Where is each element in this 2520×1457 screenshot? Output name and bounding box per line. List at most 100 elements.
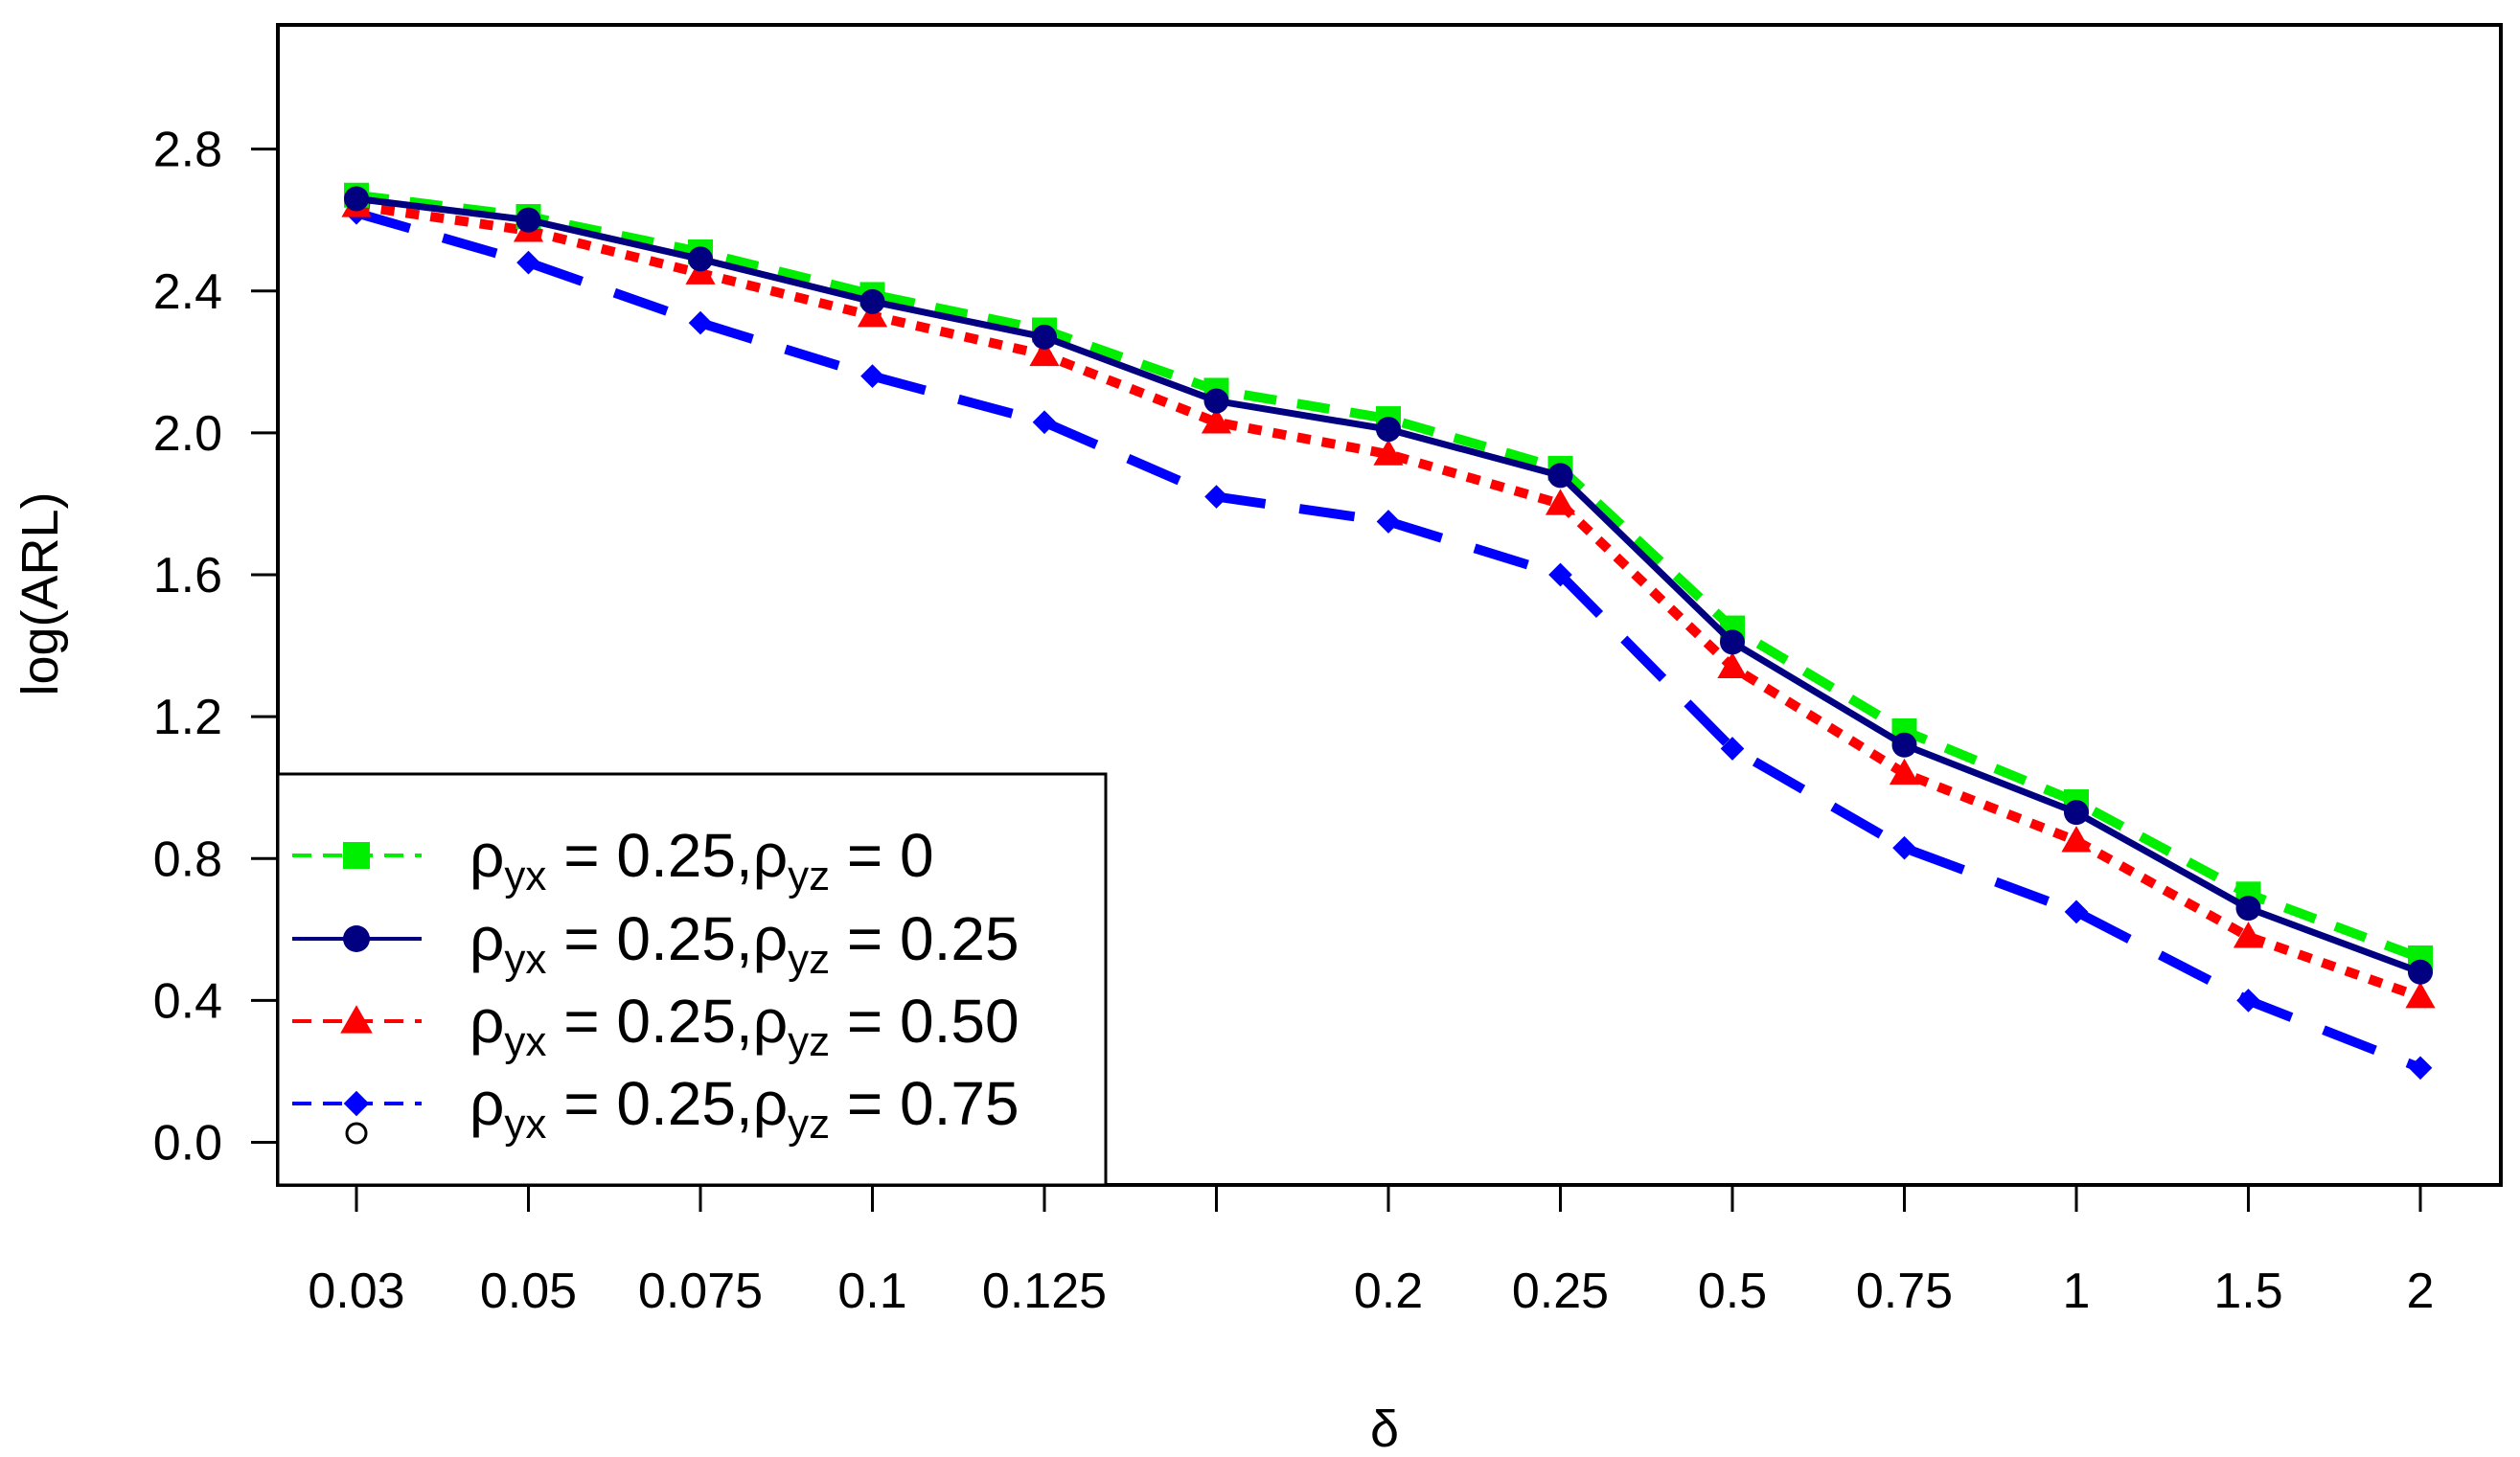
x-tick-label: 0.05 — [480, 1263, 577, 1319]
data-point — [1548, 562, 1572, 587]
x-tick-label: 0.75 — [1856, 1263, 1953, 1319]
legend-item: ρyx = 0.25,ρyz = 0.75 — [292, 1069, 1019, 1148]
legend-marker — [343, 1090, 370, 1117]
data-point — [2064, 899, 2089, 924]
legend-label-part: = 0.25, — [546, 821, 752, 890]
data-point — [860, 364, 884, 388]
data-point — [1891, 732, 1917, 758]
data-point — [1204, 485, 1228, 509]
legend-box — [276, 772, 1108, 1187]
x-tick-label: 0.2 — [1354, 1263, 1423, 1319]
legend-marker — [343, 842, 370, 869]
x-tick-label: 1 — [2063, 1263, 2091, 1319]
series-diamond — [344, 200, 2433, 1081]
data-point — [688, 246, 713, 272]
legend-label-part: = 0.25, — [546, 987, 752, 1056]
legend-label-part: yz — [788, 936, 830, 983]
legend-label: ρyx = 0.25,ρyz = 0.75 — [470, 1069, 1019, 1148]
series-layer — [341, 182, 2436, 1081]
legend-label-part: = 0.25, — [546, 904, 752, 973]
legend-label: ρyx = 0.25,ρyz = 0 — [470, 821, 934, 899]
legend-label-part: ρ — [470, 904, 504, 973]
data-point — [859, 288, 885, 314]
legend-label-part: = 0.25, — [546, 1069, 752, 1138]
legend-label-part: ρ — [470, 821, 504, 890]
y-tick-label: 0.0 — [153, 1116, 222, 1172]
legend-label-part: = 0.50 — [830, 987, 1019, 1056]
legend-open-circle-marker — [345, 1122, 368, 1145]
legend-label-part: yx — [504, 853, 546, 899]
x-axis: 0.03 0.05 0.075 0.1 0.125 0.2 0.25 0.5 0.75 1 1.5 2 — [308, 1183, 2435, 1319]
data-point — [688, 310, 713, 335]
legend-item: ρyx = 0.25,ρyz = 0.25 — [292, 904, 1019, 983]
series-circle — [344, 186, 2433, 985]
data-point — [1720, 737, 1745, 761]
y-tick-label: 0.4 — [153, 973, 222, 1029]
y-tick-label: 1.6 — [153, 548, 222, 603]
legend-label-part: ρ — [470, 987, 504, 1056]
data-point — [1892, 835, 1916, 860]
data-point — [2405, 982, 2436, 1009]
data-point — [1545, 489, 1576, 515]
legend-label-part: ρ — [753, 821, 788, 890]
data-point — [2064, 800, 2089, 826]
x-tick-label: 0.125 — [982, 1263, 1107, 1319]
data-point — [344, 186, 369, 212]
data-point — [1889, 758, 1920, 785]
legend-label-part: ρ — [753, 904, 788, 973]
series-triangle — [341, 191, 2436, 1009]
legend-label-part: ρ — [470, 1069, 504, 1138]
x-tick-label: 1.5 — [2213, 1263, 2282, 1319]
data-point — [1720, 629, 1745, 655]
data-point — [2233, 922, 2264, 948]
data-point — [1032, 410, 1057, 435]
data-point — [1203, 388, 1229, 414]
data-point — [2061, 826, 2092, 853]
data-point — [1373, 439, 1404, 466]
legend-label-part: yz — [788, 1018, 830, 1065]
x-tick-label: 0.03 — [308, 1263, 404, 1319]
data-point — [516, 250, 540, 275]
x-tick-label: 0.5 — [1698, 1263, 1767, 1319]
legend-label-part: = 0 — [830, 821, 934, 890]
data-point — [1376, 417, 1401, 443]
data-point — [1547, 463, 1573, 489]
x-axis-title: δ — [1370, 1400, 1399, 1457]
data-point — [515, 207, 541, 233]
x-tick-label: 0.25 — [1512, 1263, 1609, 1319]
x-tick-label: 0.1 — [837, 1263, 906, 1319]
x-tick-label: 0.075 — [638, 1263, 763, 1319]
legend-item: ρyx = 0.25,ρyz = 0 — [292, 821, 934, 899]
legend-marker — [340, 1005, 373, 1034]
data-point — [2236, 989, 2260, 1013]
y-axis: 0.0 0.4 0.8 1.2 1.6 2.0 2.4 2.8 — [153, 123, 280, 1172]
legend-item: ρyx = 0.25,ρyz = 0.50 — [292, 987, 1019, 1065]
legend-label-part: ρ — [753, 987, 788, 1056]
data-point — [1717, 651, 1748, 679]
y-tick-label: 0.8 — [153, 831, 222, 887]
legend-label-part: = 0.75 — [830, 1069, 1019, 1138]
y-axis-title: log(ARL) — [11, 491, 69, 695]
y-tick-label: 2.4 — [153, 264, 222, 320]
y-tick-label: 2.0 — [153, 406, 222, 462]
legend-label: ρyx = 0.25,ρyz = 0.50 — [470, 987, 1019, 1065]
legend-label: ρyx = 0.25,ρyz = 0.25 — [470, 904, 1019, 983]
data-point — [2408, 959, 2433, 985]
legend-label-part: yz — [788, 1101, 830, 1148]
x-tick-label: 2 — [2407, 1263, 2435, 1319]
data-point — [1032, 324, 1057, 350]
y-tick-label: 1.2 — [153, 690, 222, 745]
legend-marker — [343, 925, 370, 952]
legend-label-part: yz — [788, 853, 830, 899]
legend-label-part: yx — [504, 1101, 546, 1148]
data-point — [2408, 1056, 2433, 1081]
legend-label-part: = 0.25 — [830, 904, 1019, 973]
data-point — [2235, 896, 2261, 922]
y-tick-label: 2.8 — [153, 123, 222, 178]
data-point — [1029, 339, 1060, 367]
legend-label-part: ρ — [753, 1069, 788, 1138]
data-point — [1201, 407, 1232, 434]
data-point — [1376, 510, 1401, 534]
